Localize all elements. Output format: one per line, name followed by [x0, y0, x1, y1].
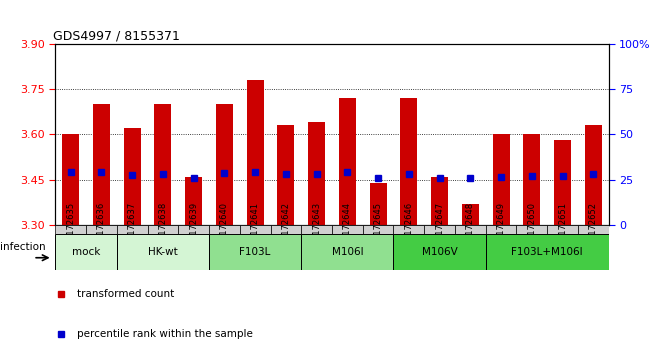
- Bar: [393, 234, 486, 270]
- Text: GDS4997 / 8155371: GDS4997 / 8155371: [53, 29, 180, 42]
- Text: GSM1172641: GSM1172641: [251, 201, 260, 258]
- Text: GSM1172642: GSM1172642: [281, 201, 290, 258]
- Bar: [431, 177, 448, 225]
- Bar: [247, 80, 264, 225]
- Bar: [209, 225, 240, 234]
- Text: GSM1172650: GSM1172650: [527, 201, 536, 258]
- Bar: [178, 225, 209, 234]
- Text: F103L+M106I: F103L+M106I: [512, 247, 583, 257]
- Bar: [154, 104, 171, 225]
- Text: GSM1172645: GSM1172645: [374, 201, 383, 258]
- Bar: [400, 98, 417, 225]
- Bar: [277, 125, 294, 225]
- Bar: [55, 225, 86, 234]
- Bar: [240, 225, 271, 234]
- Bar: [554, 140, 571, 225]
- Bar: [339, 98, 356, 225]
- Text: GSM1172648: GSM1172648: [466, 201, 475, 258]
- Bar: [455, 225, 486, 234]
- Text: GSM1172643: GSM1172643: [312, 201, 321, 258]
- Bar: [209, 234, 301, 270]
- Bar: [585, 125, 602, 225]
- Bar: [301, 225, 332, 234]
- Text: infection: infection: [0, 242, 46, 252]
- Text: GSM1172651: GSM1172651: [558, 201, 567, 258]
- Text: M106I: M106I: [331, 247, 363, 257]
- Text: GSM1172639: GSM1172639: [189, 201, 198, 258]
- Bar: [578, 225, 609, 234]
- Bar: [486, 234, 609, 270]
- Text: GSM1172635: GSM1172635: [66, 201, 76, 258]
- Text: F103L: F103L: [240, 247, 271, 257]
- Bar: [124, 128, 141, 225]
- Bar: [424, 225, 455, 234]
- Bar: [523, 134, 540, 225]
- Bar: [393, 225, 424, 234]
- Bar: [516, 225, 547, 234]
- Text: M106V: M106V: [422, 247, 458, 257]
- Text: GSM1172637: GSM1172637: [128, 201, 137, 258]
- Bar: [547, 225, 578, 234]
- Bar: [332, 225, 363, 234]
- Bar: [301, 234, 393, 270]
- Text: GSM1172640: GSM1172640: [220, 201, 229, 258]
- Bar: [62, 134, 79, 225]
- Bar: [86, 225, 117, 234]
- Bar: [308, 122, 325, 225]
- Bar: [117, 225, 148, 234]
- Text: HK-wt: HK-wt: [148, 247, 178, 257]
- Text: GSM1172652: GSM1172652: [589, 201, 598, 258]
- Bar: [117, 234, 209, 270]
- Text: GSM1172649: GSM1172649: [497, 201, 506, 258]
- Bar: [148, 225, 178, 234]
- Text: percentile rank within the sample: percentile rank within the sample: [77, 329, 253, 339]
- Text: GSM1172646: GSM1172646: [404, 201, 413, 258]
- Bar: [186, 177, 202, 225]
- Bar: [363, 225, 393, 234]
- Bar: [55, 234, 117, 270]
- Text: GSM1172647: GSM1172647: [435, 201, 444, 258]
- Bar: [486, 225, 516, 234]
- Bar: [462, 204, 478, 225]
- Text: GSM1172638: GSM1172638: [158, 201, 167, 258]
- Bar: [493, 134, 510, 225]
- Bar: [93, 104, 110, 225]
- Bar: [216, 104, 233, 225]
- Text: transformed count: transformed count: [77, 289, 174, 299]
- Text: GSM1172644: GSM1172644: [343, 201, 352, 258]
- Text: mock: mock: [72, 247, 100, 257]
- Text: GSM1172636: GSM1172636: [97, 201, 106, 258]
- Bar: [370, 183, 387, 225]
- Bar: [271, 225, 301, 234]
